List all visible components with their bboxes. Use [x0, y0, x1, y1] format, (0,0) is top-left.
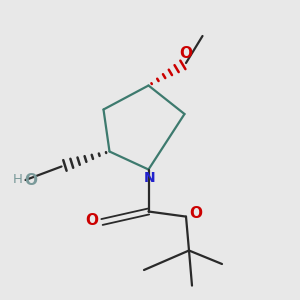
Text: O: O	[189, 206, 202, 221]
Text: N: N	[144, 172, 156, 185]
Text: O: O	[85, 213, 98, 228]
Text: H: H	[13, 172, 23, 186]
Text: O: O	[179, 46, 193, 62]
Text: O: O	[24, 173, 38, 188]
